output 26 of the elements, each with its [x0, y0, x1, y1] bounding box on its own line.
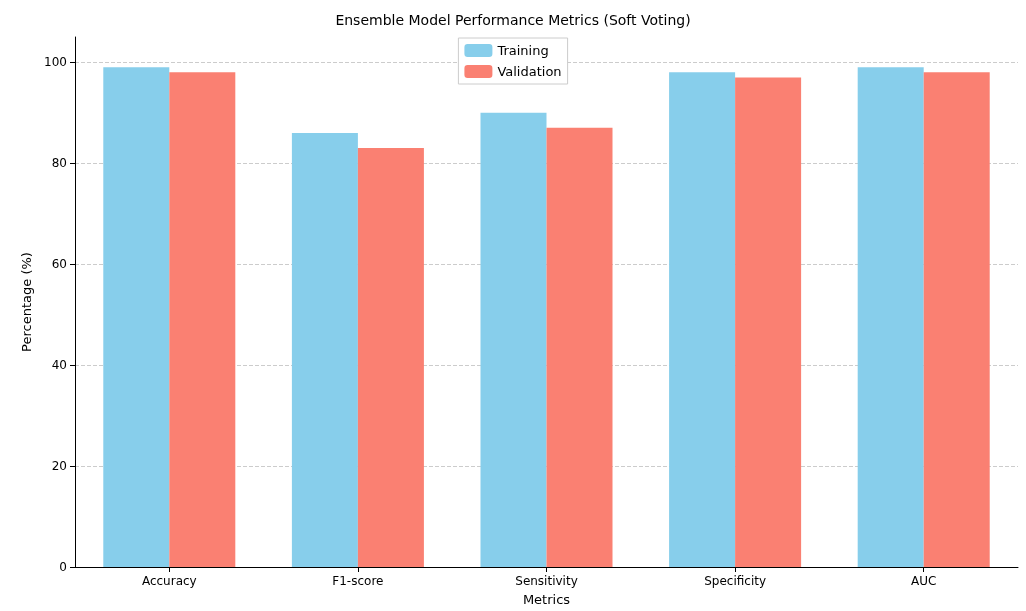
x-tick-label: Specificity [704, 574, 767, 588]
y-tick-label: 0 [59, 560, 67, 574]
chart-title: Ensemble Model Performance Metrics (Soft Voting) [335, 12, 691, 28]
bar [480, 112, 547, 567]
y-axis-title: Percentage (%) [19, 252, 35, 352]
bar [169, 72, 236, 567]
x-tick-label: Accuracy [141, 574, 197, 588]
legend-label: Training [496, 43, 549, 58]
legend-label: Validation [497, 64, 562, 79]
y-tick-label: 20 [51, 459, 67, 474]
bar [923, 72, 990, 567]
y-tick-label: 80 [51, 156, 67, 171]
bar [669, 72, 736, 567]
y-tick-label: 40 [51, 358, 67, 373]
x-axis-title: Metrics [522, 592, 571, 607]
bar [546, 127, 613, 567]
x-tick-label: F1-score [332, 574, 384, 588]
x-tick-label: Sensitivity [515, 574, 578, 588]
bar [357, 148, 424, 567]
bar [857, 67, 924, 567]
bar [103, 67, 170, 567]
bar [291, 132, 358, 567]
bar [735, 77, 802, 567]
y-tick-label: 100 [44, 55, 67, 70]
y-tick-label: 60 [51, 257, 67, 272]
x-tick-label: AUC [911, 574, 937, 588]
